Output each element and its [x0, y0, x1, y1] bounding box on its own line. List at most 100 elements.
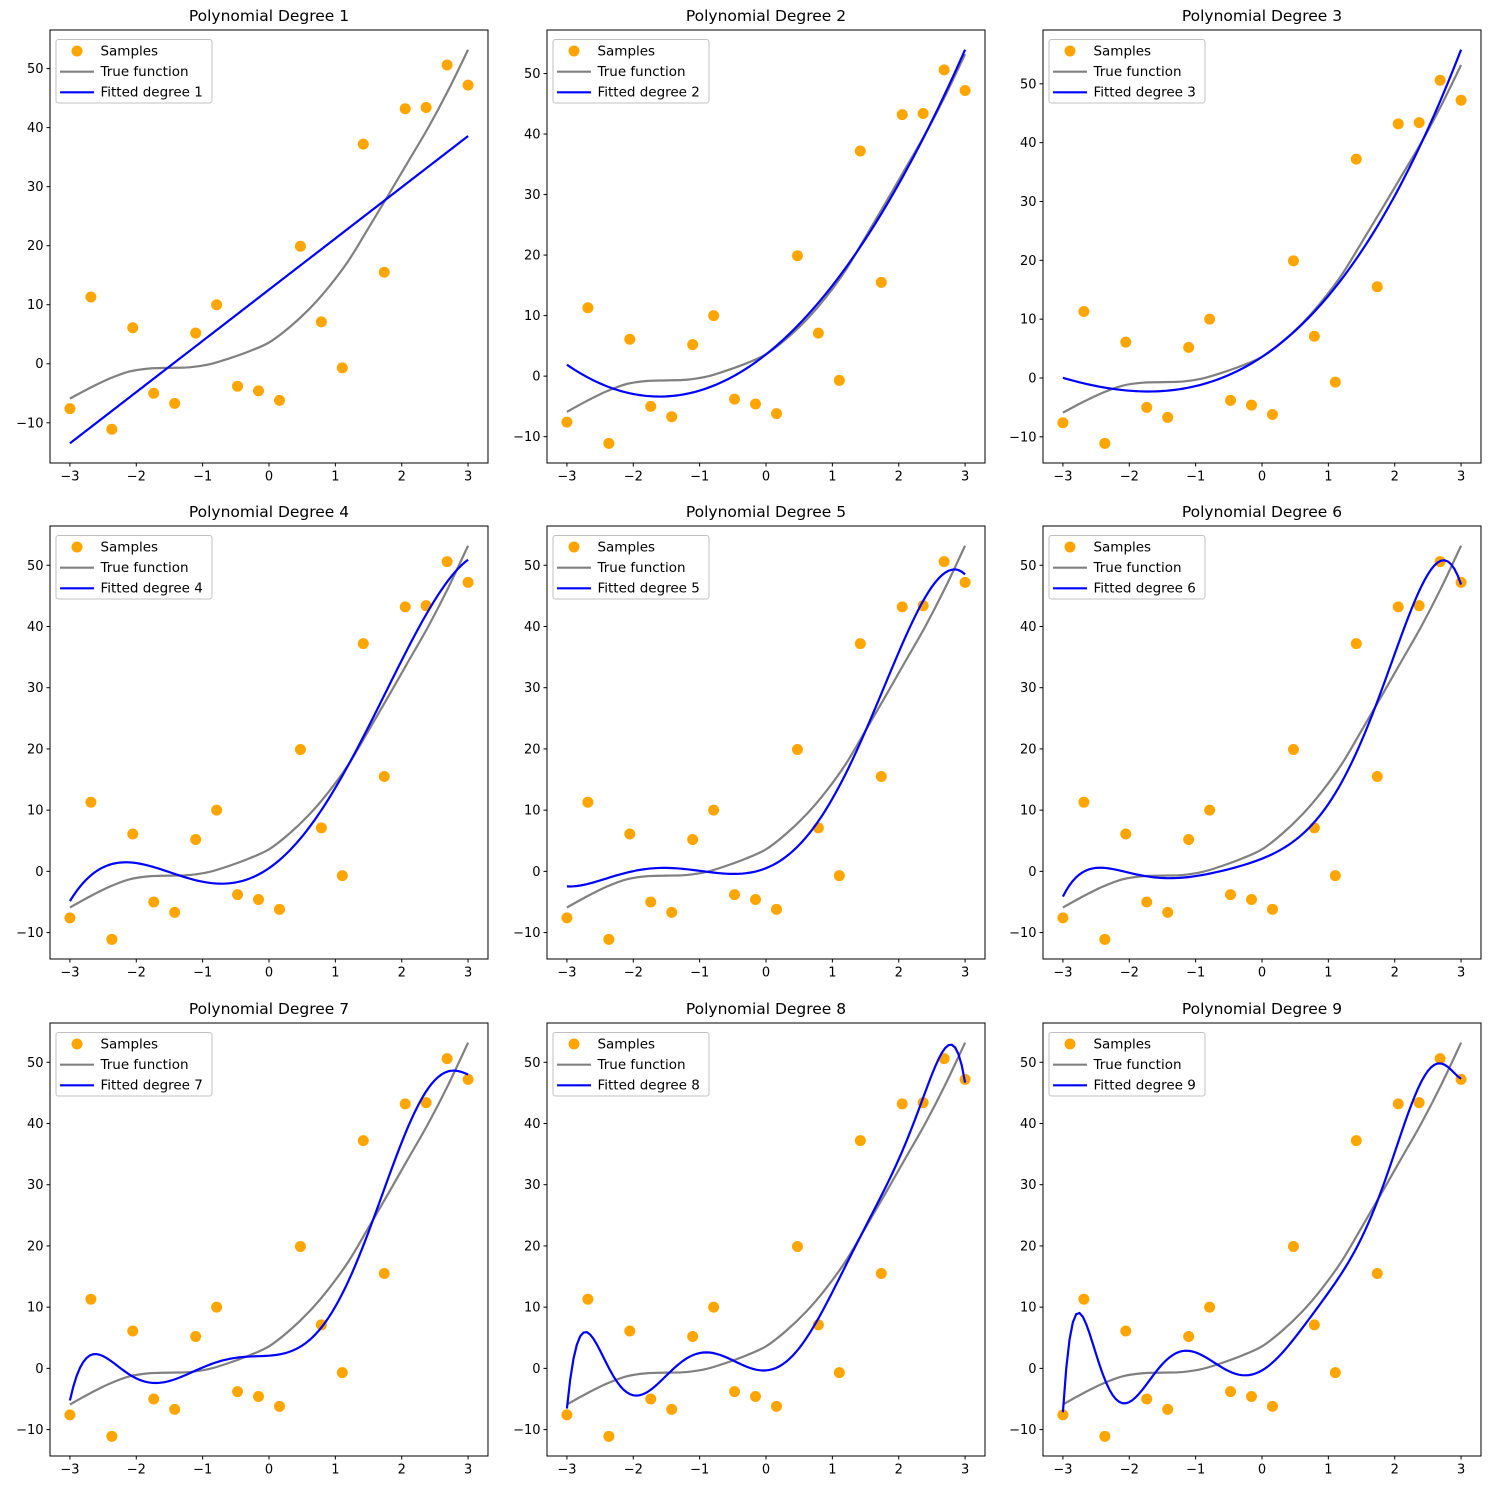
subplot-title: Polynomial Degree 9 [1182, 1000, 1342, 1018]
x-tick-label: −1 [1186, 469, 1205, 484]
x-tick-label: −3 [557, 1462, 576, 1477]
sample-point [1099, 1430, 1111, 1442]
y-tick-label: 50 [27, 1055, 44, 1070]
sample-point [833, 1366, 845, 1378]
y-tick-label: 20 [524, 249, 541, 264]
sample-point [64, 1409, 76, 1421]
sample-point [770, 408, 782, 420]
fitted-curve [566, 568, 966, 888]
sample-point [749, 398, 761, 410]
legend-samples-icon [568, 1038, 580, 1050]
sample-point [603, 1430, 615, 1442]
sample-point [1183, 834, 1195, 846]
legend-samples-label: Samples [1094, 43, 1152, 59]
subplot-canvas: Polynomial Degree 1−3 −2 −1 0 1 2 3−1001020304… [0, 0, 497, 497]
legend-box [1048, 1031, 1206, 1097]
legend-samples-label: Samples [100, 1036, 158, 1052]
y-tick-label: 50 [1020, 1055, 1037, 1070]
x-tick-label: −2 [127, 1462, 146, 1477]
y-tick-label: 20 [27, 743, 44, 758]
legend-fitted-label: Fitted degree 7 [100, 1077, 202, 1093]
y-tick-label: 0 [532, 1362, 540, 1377]
y-tick-label: 10 [27, 1300, 44, 1315]
sample-point [1330, 870, 1342, 882]
sample-point [854, 638, 866, 650]
legend-samples-icon [568, 45, 580, 57]
legend-samples-label: Samples [100, 43, 158, 59]
x-tick-label: 3 [464, 966, 472, 981]
y-tick-label: 30 [1020, 682, 1037, 697]
x-tick-label: 2 [1391, 1462, 1399, 1477]
y-tick-label: 0 [35, 865, 43, 880]
subplot-title: Polynomial Degree 2 [686, 7, 846, 25]
sample-point [1455, 94, 1467, 106]
x-tick-label: 2 [894, 966, 902, 981]
sample-point [169, 397, 181, 409]
sample-point [896, 1098, 908, 1110]
subplot-degree-3: Polynomial Degree 3 −3 −2 −1 0 1 2 3 −10 0 10 20 30 4… [993, 0, 1490, 497]
x-tick-label: 0 [762, 966, 770, 981]
sample-point [1246, 399, 1258, 411]
x-tick-label: 2 [1391, 469, 1399, 484]
sample-point [623, 1325, 635, 1337]
legend-fitted-label: Fitted degree 1 [100, 85, 202, 101]
legend-fitted-label: Fitted degree 5 [597, 581, 699, 597]
sample-point [917, 107, 929, 119]
true-function-curve [1062, 1041, 1463, 1406]
x-tick-label: −1 [193, 1462, 212, 1477]
y-tick-label: 40 [1020, 1117, 1037, 1132]
sample-point [315, 316, 327, 328]
sample-point [294, 1240, 306, 1252]
sample-point [644, 1393, 656, 1405]
legend-box [552, 38, 710, 104]
legend: Samples True function Fitted degree 4 [55, 535, 213, 600]
legend-samples-label: Samples [597, 540, 655, 556]
subplot-title: Polynomial Degree 8 [686, 1000, 846, 1018]
sample-point [64, 912, 76, 924]
sample-point [232, 1385, 244, 1397]
sample-point [770, 1400, 782, 1412]
subplot-canvas: Polynomial Degree 3−3 −2 −1 0 1 2 3−1001020304… [993, 0, 1490, 497]
legend-true-label: True function [1093, 64, 1182, 80]
y-tick-label: 50 [1020, 559, 1037, 574]
sample-point [875, 276, 887, 288]
sample-point [127, 322, 139, 334]
sample-point [1372, 771, 1384, 783]
legend-box [552, 535, 710, 600]
sample-point [1078, 797, 1090, 809]
y-tick-label: 0 [1029, 1362, 1037, 1377]
sample-point [378, 1267, 390, 1279]
subplot-canvas: Polynomial Degree 4−3 −2 −1 0 1 2 3−1001020304… [0, 496, 497, 993]
y-tick-label: −10 [16, 926, 43, 941]
sample-point [211, 804, 223, 816]
sample-point [190, 834, 202, 846]
legend-samples-icon [71, 45, 83, 57]
legend: Samples True function Fitted degree 7 [55, 1031, 213, 1097]
legend-samples-icon [1064, 45, 1076, 57]
sample-point [211, 1301, 223, 1313]
y-tick-label: 20 [27, 1239, 44, 1254]
legend-fitted-label: Fitted degree 3 [1094, 85, 1196, 101]
subplot-title: Polynomial Degree 6 [1182, 503, 1342, 521]
fitted-curve [1062, 1062, 1463, 1412]
sample-point [273, 394, 285, 406]
sample-point [603, 437, 615, 449]
x-tick-label: 2 [398, 966, 406, 981]
x-tick-label: −3 [1054, 469, 1073, 484]
sample-point [686, 1330, 698, 1342]
legend-box [55, 39, 213, 104]
sample-point [420, 102, 432, 114]
legend-samples-icon [71, 541, 83, 553]
sample-point [462, 79, 474, 91]
y-tick-label: 40 [1020, 620, 1037, 635]
x-tick-label: −2 [623, 469, 642, 484]
sample-point [896, 109, 908, 121]
sample-point [1057, 912, 1069, 924]
sample-point [561, 912, 573, 924]
legend-true-label: True function [1093, 1057, 1182, 1073]
sample-point [441, 556, 453, 568]
sample-point [1225, 889, 1237, 901]
y-tick-label: 40 [1020, 136, 1037, 151]
legend-true-label: True function [99, 560, 188, 576]
sample-point [644, 400, 656, 412]
